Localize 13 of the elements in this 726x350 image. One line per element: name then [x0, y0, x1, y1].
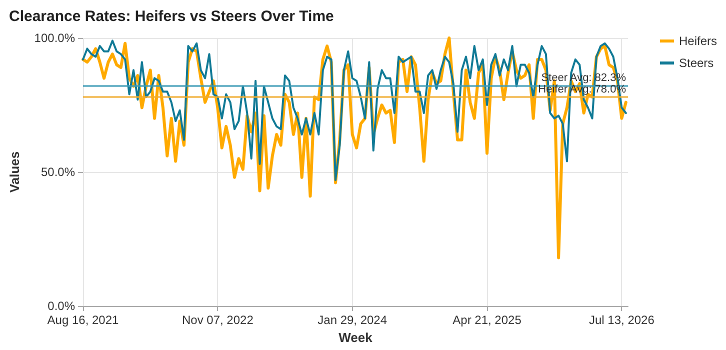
- legend-label: Steers: [678, 56, 714, 70]
- y-tick-label: 100.0%: [34, 31, 76, 45]
- y-tick-label: 50.0%: [40, 165, 76, 179]
- chart-title: Clearance Rates: Heifers vs Steers Over Time: [9, 8, 334, 25]
- y-axis-title: Values: [7, 151, 22, 193]
- x-tick-label: Jan 29, 2024: [318, 313, 388, 327]
- x-tick-label: Nov 07, 2022: [182, 313, 254, 327]
- x-axis-title: Week: [338, 330, 374, 345]
- legend-label: Heifers: [678, 34, 718, 48]
- x-tick-label: Jul 13, 2026: [588, 313, 655, 327]
- x-tick-label: Aug 16, 2021: [47, 313, 120, 327]
- x-tick-label: Apr 21, 2025: [452, 313, 522, 327]
- y-tick-label: 0.0%: [48, 299, 76, 313]
